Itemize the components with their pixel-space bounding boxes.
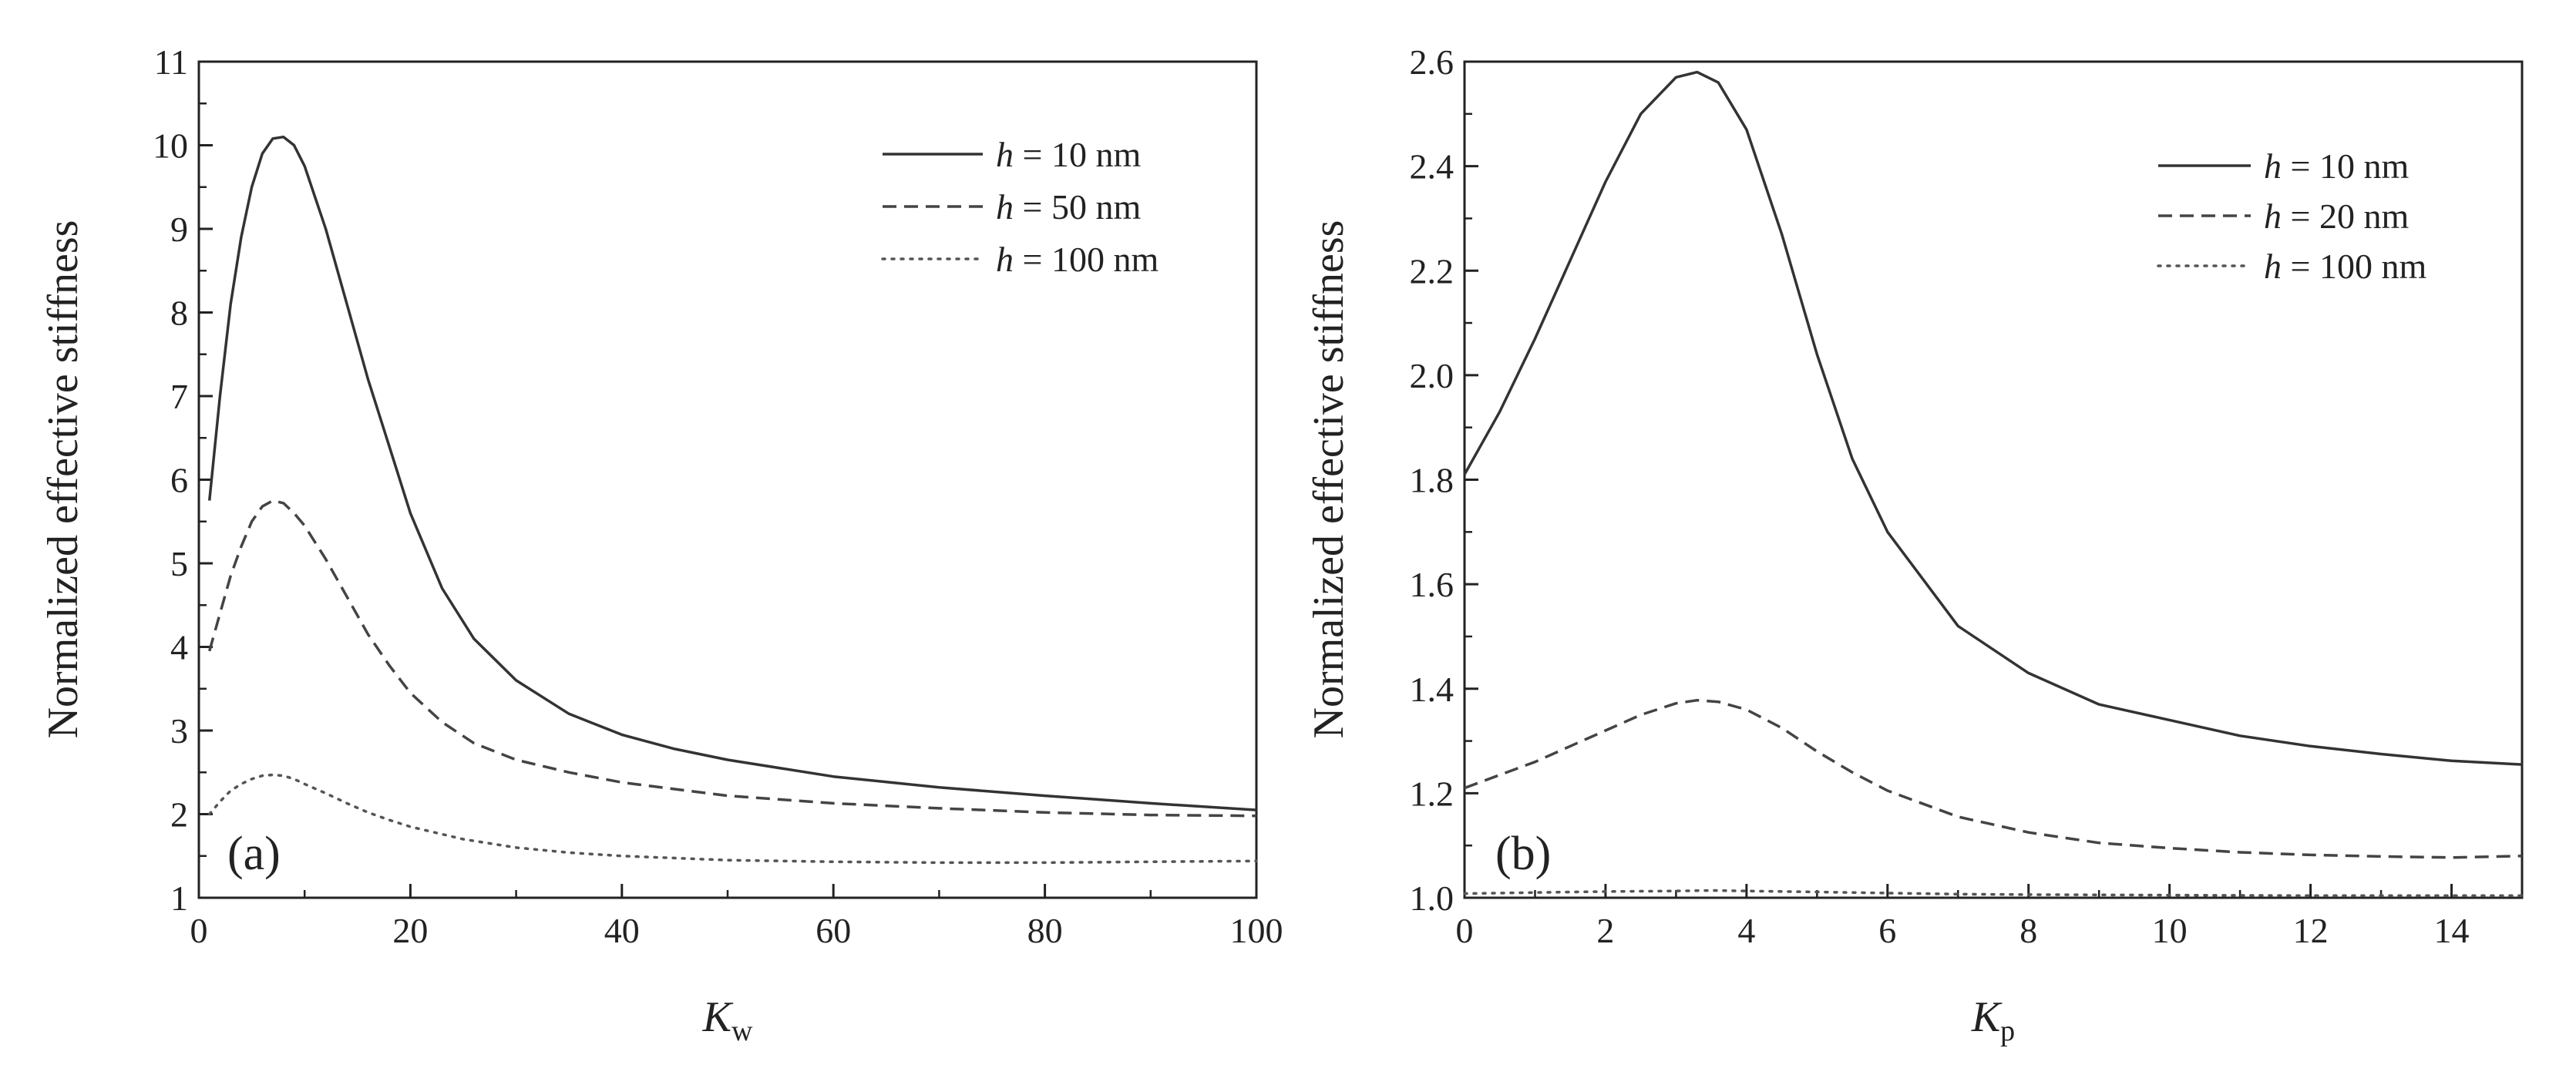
y-tick-label-a-8: 9 xyxy=(170,210,188,249)
x-tick-label-b-4: 8 xyxy=(2019,911,2037,950)
y-tick-label-b-3: 1.6 xyxy=(1410,565,1454,604)
y-tick-label-a-9: 10 xyxy=(153,126,188,166)
panel-a: 0 20 40 60 80 100 1 2 3 4 5 6 7 8 9 10 11 Normalized eff… xyxy=(39,42,1283,1047)
legend-a: h = 10 nm h = 50 nm h = 100 nm xyxy=(881,135,1159,279)
series-line-b-2 xyxy=(1463,889,2524,898)
y-tick-label-a-1: 2 xyxy=(170,795,188,835)
x-tick-label-a-4: 80 xyxy=(1027,911,1063,950)
y-tick-label-b-4: 1.8 xyxy=(1410,461,1454,500)
legend-var-a-1: h xyxy=(996,187,1014,227)
legend-rest-b-1: = 20 nm xyxy=(2282,197,2409,236)
x-tick-label-b-7: 14 xyxy=(2434,911,2470,950)
x-tick-label-b-1: 2 xyxy=(1596,911,1614,950)
legend-label-b-1: h = 20 nm xyxy=(2264,197,2409,236)
panel-b: 0 2 4 6 8 10 12 14 1.0 1.2 1.4 1.6 1.8 2.0 2.2 2.4 2.6 N… xyxy=(1305,42,2524,1047)
y-tick-label-a-5: 6 xyxy=(170,461,188,500)
y-tick-label-b-8: 2.6 xyxy=(1410,42,1454,82)
x-tick-label-b-5: 10 xyxy=(2152,911,2188,950)
y-tick-label-b-5: 2.0 xyxy=(1410,356,1454,395)
y-tick-label-a-6: 7 xyxy=(170,377,188,416)
series-lines-b xyxy=(1463,70,2524,898)
legend-var-a-2: h xyxy=(996,240,1014,279)
x-tick-label-b-2: 4 xyxy=(1737,911,1755,950)
x-axis-title-a-sub: w xyxy=(731,1015,753,1047)
series-line-b-0 xyxy=(1463,70,2523,766)
y-tick-label-b-2: 1.4 xyxy=(1410,670,1454,709)
x-tick-label-a-2: 40 xyxy=(604,911,640,950)
x-tick-label-a-1: 20 xyxy=(392,911,428,950)
x-axis-title-a-base: K xyxy=(702,993,734,1041)
legend-var-b-2: h xyxy=(2264,247,2282,286)
legend-var-a-0: h xyxy=(996,135,1014,174)
legend-label-b-0: h = 10 nm xyxy=(2264,146,2409,186)
legend-rest-a-2: = 100 nm xyxy=(1014,240,1159,279)
legend-label-a-0: h = 10 nm xyxy=(996,135,1141,174)
x-axis-title-b: Kp xyxy=(1971,993,2015,1047)
x-tick-label-b-0: 0 xyxy=(1456,911,1474,950)
series-line-b-1 xyxy=(1464,698,2523,859)
x-axis-title-b-base: K xyxy=(1971,993,2003,1041)
y-tick-label-a-2: 3 xyxy=(170,711,188,751)
y-tick-label-a-7: 8 xyxy=(170,294,188,333)
y-tick-label-b-0: 1.0 xyxy=(1410,878,1454,918)
x-tick-label-b-6: 12 xyxy=(2293,911,2329,950)
x-axis-title-a: Kw xyxy=(702,993,753,1047)
y-tick-label-a-10: 11 xyxy=(154,42,188,82)
y-tick-label-a-0: 1 xyxy=(170,878,188,918)
y-tick-label-b-7: 2.4 xyxy=(1410,147,1454,186)
legend-b: h = 10 nm h = 20 nm h = 100 nm xyxy=(2157,146,2426,286)
legend-var-b-1: h xyxy=(2264,197,2282,236)
legend-rest-a-1: = 50 nm xyxy=(1014,187,1141,227)
x-tick-label-a-5: 100 xyxy=(1230,911,1283,950)
series-line-a-0 xyxy=(207,135,1257,811)
legend-rest-b-2: = 100 nm xyxy=(2282,247,2426,286)
legend-rest-b-0: = 10 nm xyxy=(2282,146,2409,186)
panel-label-a: (a) xyxy=(227,828,281,880)
series-line-a-1 xyxy=(208,499,1257,818)
legend-var-b-0: h xyxy=(2264,146,2282,186)
y-tick-label-b-1: 1.2 xyxy=(1410,774,1454,813)
x-tick-label-b-3: 6 xyxy=(1878,911,1896,950)
series-lines-a xyxy=(207,135,1258,865)
y-axis-title-a: Normalized effective stiffness xyxy=(39,220,87,739)
y-tick-label-b-6: 2.2 xyxy=(1410,251,1454,291)
legend-label-a-1: h = 50 nm xyxy=(996,187,1141,227)
x-tick-label-a-0: 0 xyxy=(190,911,208,950)
legend-rest-a-0: = 10 nm xyxy=(1014,135,1141,174)
series-line-a-2 xyxy=(207,773,1258,865)
panel-label-b: (b) xyxy=(1495,828,1551,880)
x-axis-title-b-sub: p xyxy=(2000,1015,2015,1047)
ticks-b: 0 2 4 6 8 10 12 14 1.0 1.2 1.4 1.6 1.8 2.0 2.2 2.4 2.6 xyxy=(1410,42,2524,950)
x-tick-label-a-3: 60 xyxy=(816,911,851,950)
y-tick-label-a-3: 4 xyxy=(170,628,188,667)
legend-label-a-2: h = 100 nm xyxy=(996,240,1159,279)
ticks-a: 0 20 40 60 80 100 1 2 3 4 5 6 7 8 9 10 11 xyxy=(153,42,1283,950)
plot-frame-b xyxy=(1463,60,2524,899)
y-tick-label-a-4: 5 xyxy=(170,544,188,583)
y-axis-title-b: Normalized effective stiffness xyxy=(1305,220,1353,739)
legend-label-b-2: h = 100 nm xyxy=(2264,247,2426,286)
